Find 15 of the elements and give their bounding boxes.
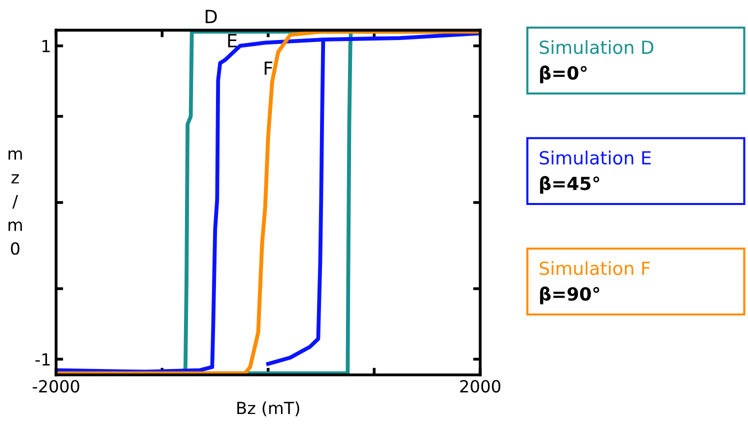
text: D [206,10,217,24]
y-tick-label: -1 [35,353,50,366]
text: β=0° [540,66,587,84]
text: Simulation E [540,150,651,165]
x-tick-label: 2000 [460,380,500,393]
y-axis-title: mz/m0 [8,150,22,255]
text: Simulation F [540,261,650,276]
text: Simulation D [540,40,654,54]
x-tick-label: -2000 [32,380,80,393]
text: β=90° [540,286,600,304]
x-axis-title: Bz (mT) [237,401,300,416]
annotation: F [264,62,272,75]
annotation: E [228,34,237,48]
text: β=45° [540,176,600,194]
y-tick-label: 1 [42,40,50,52]
